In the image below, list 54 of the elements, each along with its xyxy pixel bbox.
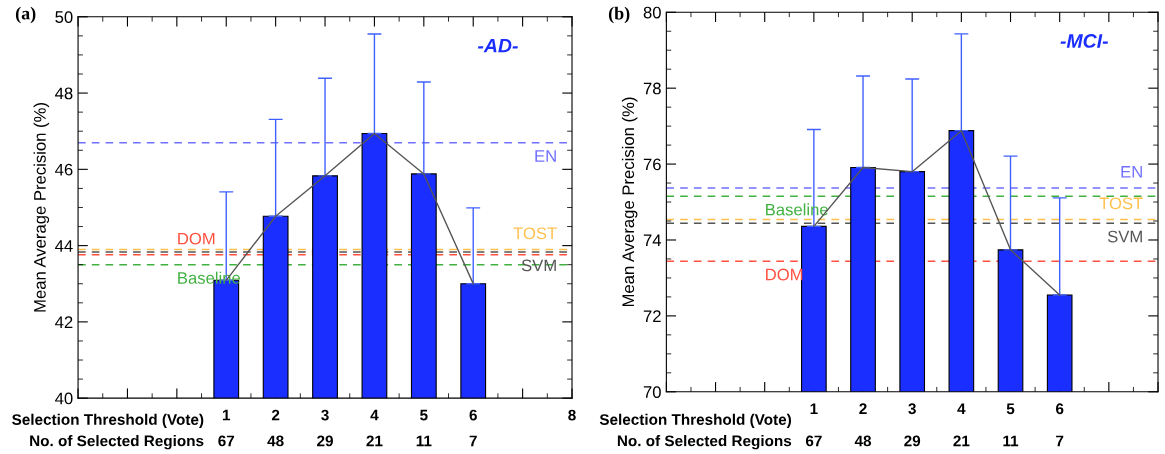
text: (b): [608, 6, 630, 24]
text: -MCI-: [1060, 34, 1108, 48]
text: 29: [904, 435, 921, 447]
y-tick-label: 42: [55, 316, 73, 328]
ref-line-label: TOST: [513, 227, 557, 240]
ref-line-label: SVM: [1107, 230, 1142, 243]
y-tick-label: 80: [643, 6, 661, 19]
text: 21: [366, 435, 383, 447]
text: 11: [416, 435, 432, 447]
y-tick-label: 48: [55, 87, 73, 100]
y-tick-label: 40: [55, 392, 73, 405]
x-tick-label: 6: [1055, 403, 1064, 415]
x-tick-label: 3: [908, 403, 916, 415]
text: Selection Threshold (Vote): [12, 413, 204, 428]
y-tick-label: 76: [643, 158, 661, 171]
x-tick-label: 3: [321, 409, 329, 421]
y-tick-label: 70: [643, 386, 661, 399]
text: 21: [953, 435, 970, 447]
x-tick-label: 4: [370, 409, 379, 421]
ref-line-label: EN: [1121, 166, 1142, 178]
x-tick-label: 1: [222, 409, 231, 421]
x-tick-label: 1: [810, 403, 818, 414]
text: 11: [1003, 435, 1019, 447]
x-tick-label: 5: [1006, 403, 1015, 415]
x-tick-label: 2: [859, 403, 867, 414]
text: (a): [15, 6, 36, 24]
text: No. of Selected Regions: [617, 435, 792, 450]
y-tick-label: 50: [55, 11, 73, 23]
text: 7: [469, 435, 477, 447]
y-tick-label: 72: [643, 310, 661, 322]
text: 48: [854, 435, 872, 447]
x-tick-label: 2: [271, 409, 280, 421]
text: No. of Selected Regions: [30, 435, 204, 450]
x-tick-label: 6: [469, 409, 477, 421]
text: Selection Threshold (Vote): [599, 413, 791, 428]
y-tick-label: 46: [55, 163, 73, 176]
y-axis-title: Mean Average Precision (%): [33, 103, 50, 312]
ref-line-label: DOM: [178, 232, 215, 245]
x-tick-label: 4: [957, 403, 966, 414]
y-tick-label: 74: [643, 234, 662, 247]
ref-line-label: SVM: [521, 259, 556, 272]
y-axis-title: Mean Average Precision (%): [621, 97, 638, 307]
text: 7: [1056, 435, 1064, 447]
text: 67: [218, 435, 235, 447]
x-tick-label: 5: [420, 409, 428, 421]
text: 67: [805, 435, 822, 447]
text: 48: [267, 435, 284, 447]
text: -AD-: [477, 38, 518, 53]
y-tick-label: 78: [643, 82, 661, 95]
ref-line-label: TOST: [1099, 197, 1143, 210]
text: 29: [317, 435, 333, 447]
y-tick-label: 44: [55, 240, 73, 252]
x-tick-label: 8: [568, 409, 576, 421]
ref-line-label: EN: [535, 150, 556, 162]
